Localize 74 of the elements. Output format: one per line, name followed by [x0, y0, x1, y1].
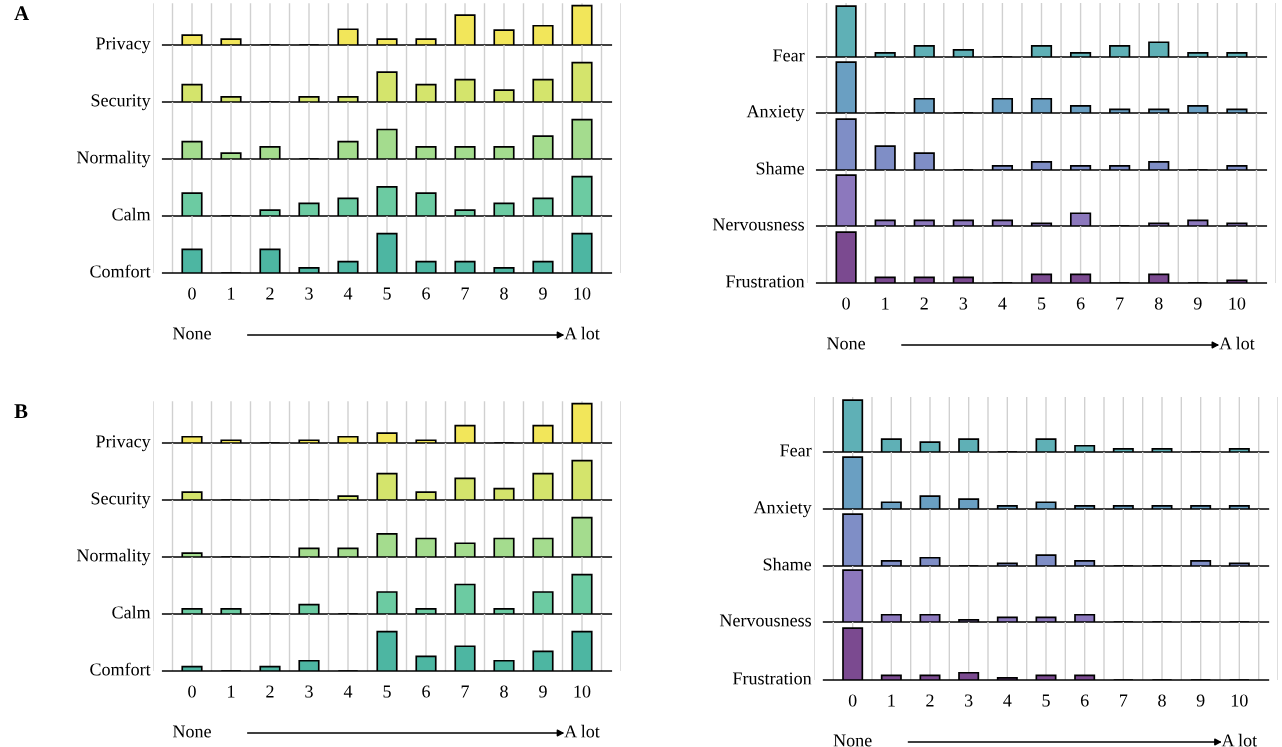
- text: A lot: [564, 724, 600, 738]
- y-axis-title: Nervousness: [719, 614, 812, 627]
- y-axis-title: Shame: [763, 557, 812, 571]
- x-tick-label: 9: [539, 685, 547, 698]
- x-tick-label: 5: [1038, 297, 1046, 310]
- text: None: [172, 725, 211, 738]
- text: A lot: [1221, 733, 1258, 747]
- text: B: [14, 404, 28, 419]
- text: None: [833, 734, 872, 747]
- y-axis-title: Security: [91, 492, 151, 509]
- x-tick-label: 0: [188, 287, 196, 300]
- x-tick-label: 6: [1076, 297, 1085, 310]
- text: A lot: [564, 326, 600, 340]
- x-tick-label: 1: [228, 685, 235, 698]
- y-axis-title: Comfort: [90, 264, 151, 278]
- x-tick-label: 10: [574, 287, 591, 300]
- y-axis-title: Security: [91, 94, 151, 111]
- x-tick-label: 10: [1229, 297, 1246, 310]
- x-tick-label: 9: [1193, 297, 1202, 310]
- x-tick-label: 2: [266, 287, 274, 300]
- x-tick-label: 4: [343, 287, 353, 300]
- y-axis-title: Frustration: [725, 275, 805, 288]
- x-tick-label: 9: [1196, 694, 1205, 707]
- x-tick-label: 10: [1231, 694, 1248, 707]
- y-axis-title: Anxiety: [746, 105, 805, 122]
- y-axis-title: Shame: [756, 161, 805, 175]
- text: A: [14, 6, 29, 20]
- text: A lot: [1219, 336, 1255, 350]
- x-tick-label: 7: [461, 685, 469, 698]
- x-tick-label: 0: [848, 694, 857, 707]
- x-tick-label: 10: [574, 685, 591, 698]
- y-axis-title: Frustration: [732, 672, 812, 685]
- x-tick-label: 3: [965, 694, 973, 707]
- x-tick-label: 7: [461, 287, 469, 300]
- y-axis-title: Privacy: [96, 435, 151, 452]
- x-tick-label: 1: [888, 694, 895, 707]
- x-tick-label: 9: [539, 287, 547, 300]
- x-tick-label: 5: [383, 287, 391, 300]
- y-axis-title: Comfort: [90, 662, 151, 676]
- x-tick-label: 8: [500, 287, 508, 300]
- x-tick-label: 2: [266, 685, 274, 698]
- x-tick-label: 4: [998, 297, 1007, 310]
- text: None: [827, 337, 866, 350]
- y-axis-title: Normality: [76, 150, 151, 168]
- y-axis-title: Calm: [112, 605, 151, 619]
- x-tick-label: 0: [842, 297, 850, 310]
- y-axis-title: Privacy: [96, 37, 151, 54]
- x-tick-label: 7: [1120, 694, 1128, 707]
- x-tick-label: 5: [383, 685, 391, 698]
- y-axis-title: Fear: [773, 49, 805, 62]
- y-axis-title: Calm: [112, 207, 151, 221]
- x-tick-label: 1: [228, 287, 235, 300]
- x-tick-label: 4: [1003, 694, 1012, 707]
- y-axis-title: Nervousness: [712, 218, 804, 231]
- x-tick-label: 0: [188, 685, 196, 698]
- x-tick-label: 2: [920, 297, 928, 310]
- text: None: [172, 327, 211, 340]
- y-axis-title: Fear: [780, 444, 812, 457]
- y-axis-title: Anxiety: [753, 501, 812, 518]
- x-tick-label: 6: [422, 287, 430, 300]
- x-tick-label: 3: [305, 685, 313, 698]
- x-tick-label: 6: [422, 685, 430, 698]
- x-tick-label: 3: [959, 297, 968, 310]
- x-tick-label: 8: [1158, 694, 1166, 707]
- y-axis-title: Normality: [76, 548, 151, 566]
- x-tick-label: 8: [1154, 297, 1163, 310]
- x-tick-label: 2: [926, 694, 934, 707]
- x-tick-label: 4: [343, 685, 353, 698]
- x-tick-label: 7: [1116, 297, 1124, 310]
- x-tick-label: 3: [305, 287, 313, 300]
- x-tick-label: 8: [500, 685, 508, 698]
- x-tick-label: 6: [1080, 694, 1089, 707]
- x-tick-label: 1: [882, 297, 889, 310]
- x-tick-label: 5: [1042, 694, 1050, 707]
